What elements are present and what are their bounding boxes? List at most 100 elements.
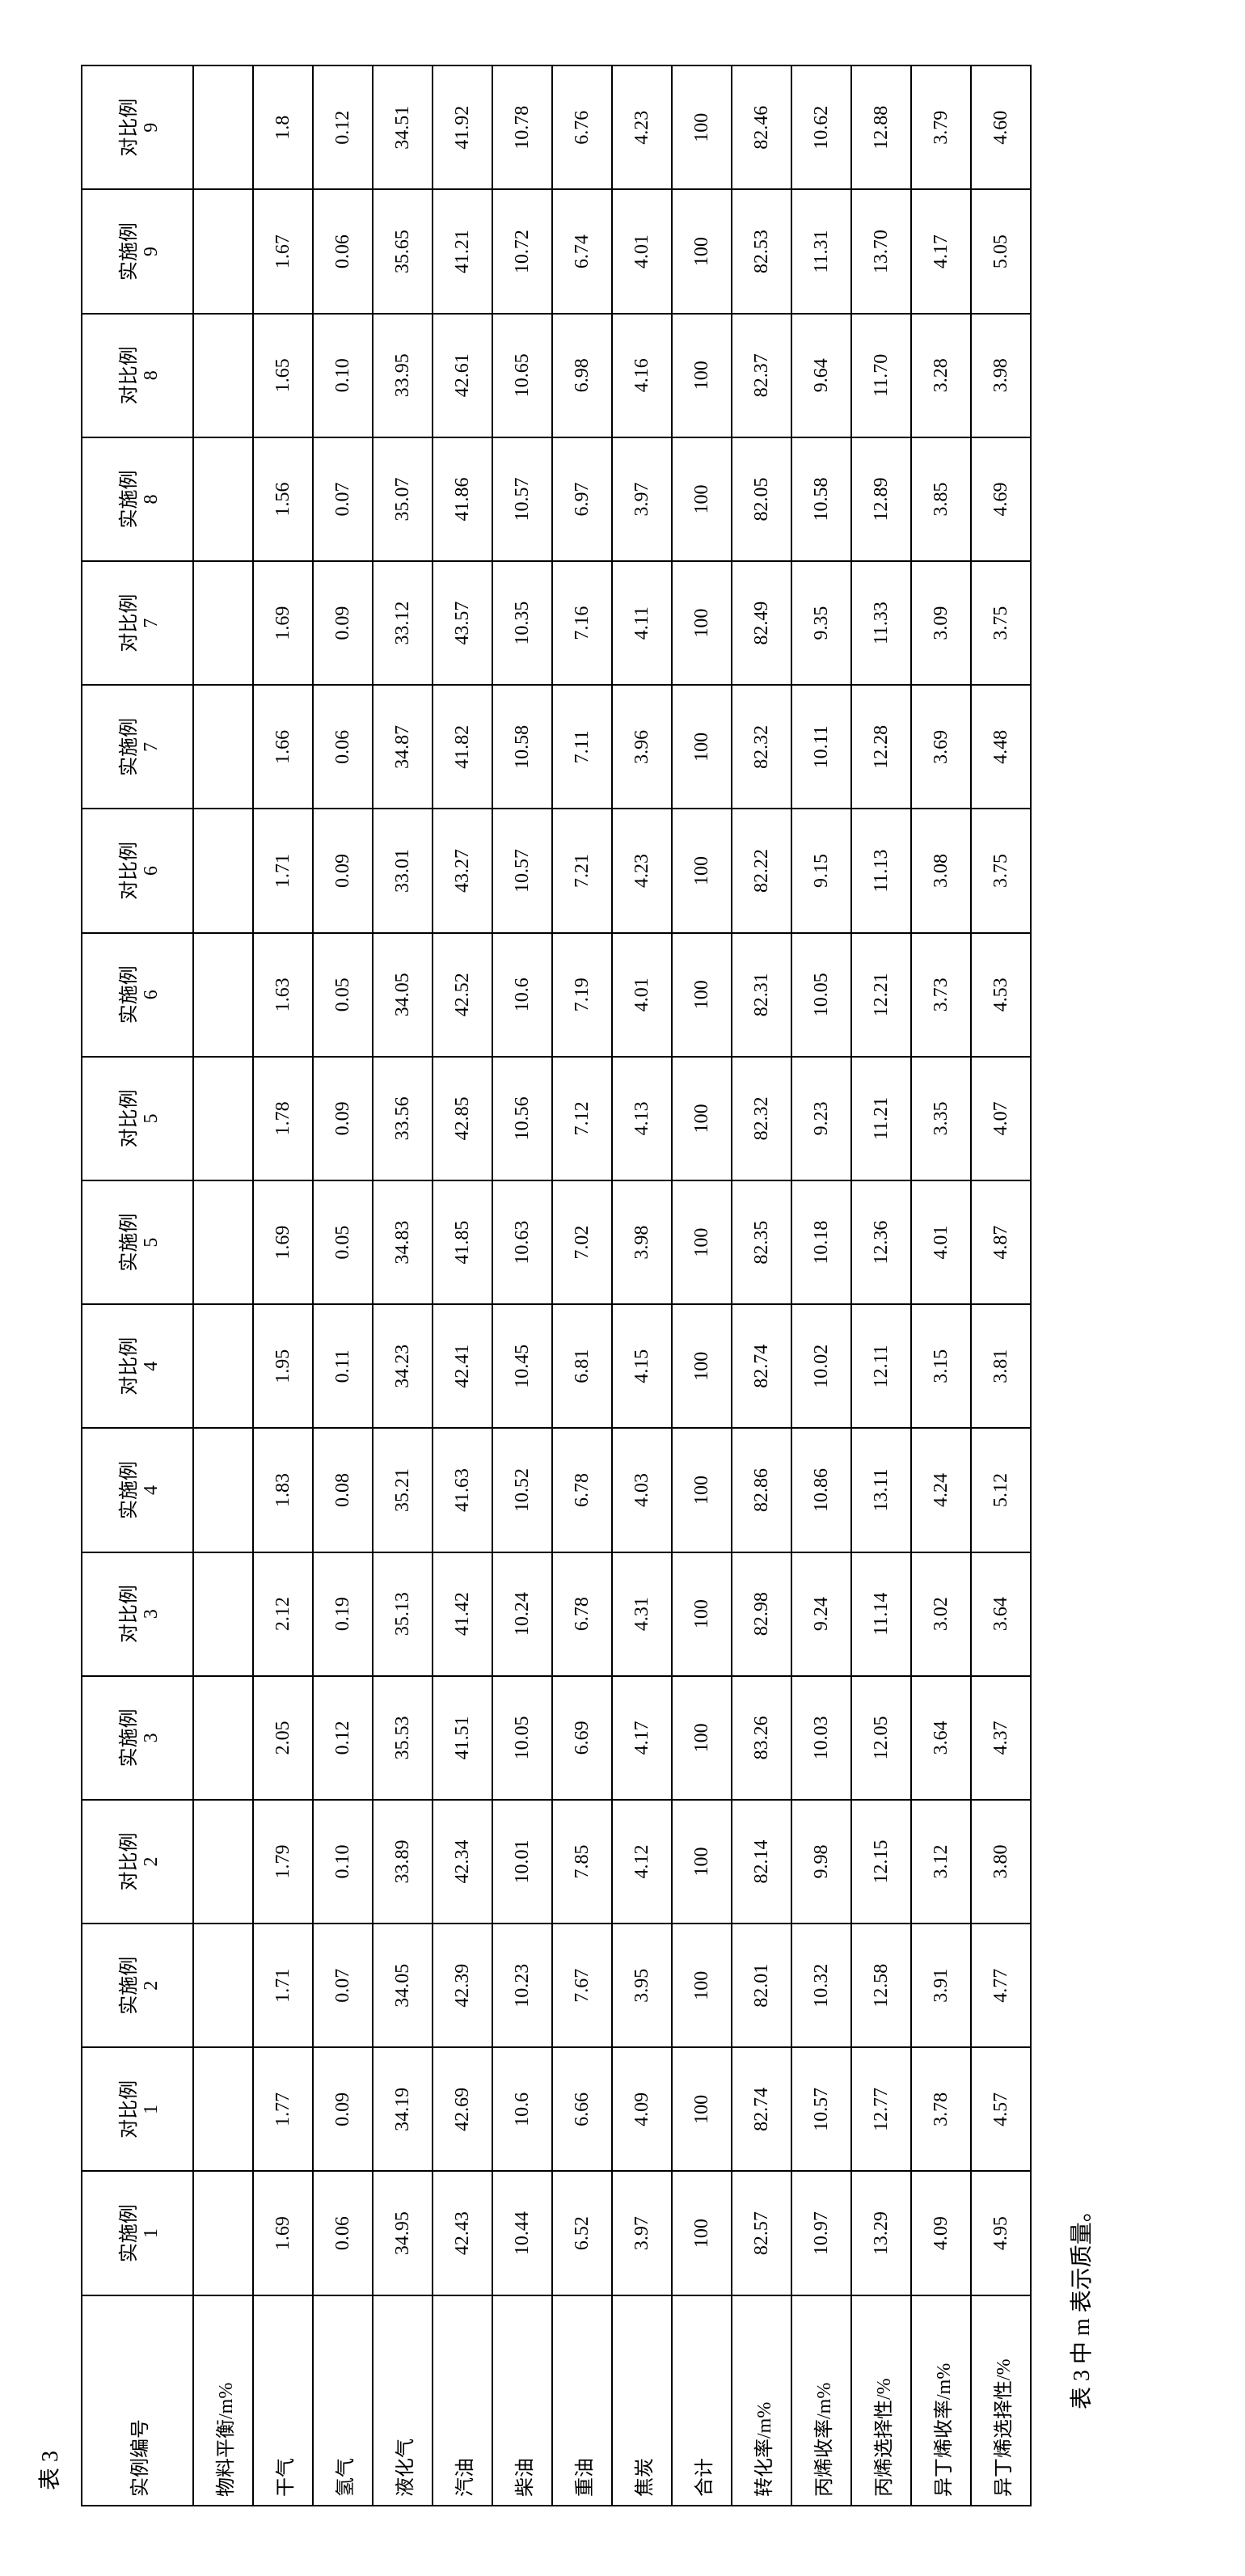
- data-cell: 42.39: [433, 1924, 492, 2047]
- data-cell: 1.69: [253, 561, 313, 685]
- data-cell: [193, 65, 253, 189]
- data-cell: 43.27: [433, 809, 492, 932]
- data-cell: 3.69: [911, 685, 971, 809]
- data-cell: 10.05: [791, 933, 851, 1057]
- data-cell: 12.77: [851, 2047, 911, 2171]
- data-cell: 10.11: [791, 685, 851, 809]
- data-cell: 82.74: [732, 2047, 791, 2171]
- data-cell: 3.75: [971, 809, 1031, 932]
- data-cell: [193, 1676, 253, 1800]
- data-cell: 3.79: [911, 65, 971, 189]
- data-cell: 1.63: [253, 933, 313, 1057]
- col-header-shi: 实施例4: [82, 1428, 193, 1552]
- data-cell: 10.05: [492, 1676, 552, 1800]
- data-cell: 34.23: [373, 1304, 433, 1428]
- data-cell: [193, 2171, 253, 2295]
- data-cell: 3.95: [612, 1924, 672, 2047]
- data-cell: 33.12: [373, 561, 433, 685]
- row-label: 异丁烯收率/m%: [911, 2295, 971, 2506]
- row-label: 汽油: [433, 2295, 492, 2506]
- data-cell: 12.05: [851, 1676, 911, 1800]
- col-header-shi: 实施例8: [82, 437, 193, 561]
- row-label: 异丁烯选择性/%: [971, 2295, 1031, 2506]
- data-cell: [193, 809, 253, 932]
- col-header-dui: 对比例9: [82, 65, 193, 189]
- data-cell: 4.53: [971, 933, 1031, 1057]
- data-cell: 4.17: [612, 1676, 672, 1800]
- data-cell: 100: [672, 65, 732, 189]
- data-cell: 0.10: [313, 1800, 373, 1924]
- data-cell: 3.64: [911, 1676, 971, 1800]
- data-cell: 35.21: [373, 1428, 433, 1552]
- data-cell: 82.46: [732, 65, 791, 189]
- data-cell: [193, 1428, 253, 1552]
- data-cell: 41.86: [433, 437, 492, 561]
- data-cell: 11.33: [851, 561, 911, 685]
- data-cell: 10.56: [492, 1057, 552, 1180]
- data-cell: 1.65: [253, 314, 313, 437]
- data-cell: 0.06: [313, 2171, 373, 2295]
- col-header-dui: 对比例1: [82, 2047, 193, 2171]
- data-cell: 0.09: [313, 2047, 373, 2171]
- data-cell: 11.14: [851, 1552, 911, 1676]
- col-header-shi: 实施例1: [82, 2171, 193, 2295]
- data-cell: 6.76: [552, 65, 612, 189]
- data-cell: 41.21: [433, 189, 492, 313]
- data-cell: 0.08: [313, 1428, 373, 1552]
- data-cell: 100: [672, 314, 732, 437]
- data-cell: 12.21: [851, 933, 911, 1057]
- data-cell: 9.15: [791, 809, 851, 932]
- data-cell: 10.45: [492, 1304, 552, 1428]
- data-cell: 5.05: [971, 189, 1031, 313]
- data-cell: 6.52: [552, 2171, 612, 2295]
- data-cell: [193, 1552, 253, 1676]
- data-cell: 82.31: [732, 933, 791, 1057]
- col-header-shi: 实施例3: [82, 1676, 193, 1800]
- data-cell: 6.69: [552, 1676, 612, 1800]
- data-cell: 9.23: [791, 1057, 851, 1180]
- data-cell: 42.69: [433, 2047, 492, 2171]
- data-cell: 10.52: [492, 1428, 552, 1552]
- data-cell: 82.32: [732, 1057, 791, 1180]
- row-label: 液化气: [373, 2295, 433, 2506]
- data-cell: 82.14: [732, 1800, 791, 1924]
- data-cell: 7.12: [552, 1057, 612, 1180]
- data-cell: [193, 1304, 253, 1428]
- data-cell: 41.42: [433, 1552, 492, 1676]
- data-cell: 0.06: [313, 189, 373, 313]
- data-cell: 35.07: [373, 437, 433, 561]
- data-cell: 0.05: [313, 1180, 373, 1304]
- data-cell: [193, 437, 253, 561]
- data-cell: 0.12: [313, 65, 373, 189]
- data-cell: 34.95: [373, 2171, 433, 2295]
- col-header-shi: 实施例5: [82, 1180, 193, 1304]
- data-cell: 1.67: [253, 189, 313, 313]
- data-cell: 11.13: [851, 809, 911, 932]
- data-cell: 82.35: [732, 1180, 791, 1304]
- data-cell: 6.97: [552, 437, 612, 561]
- data-cell: 10.63: [492, 1180, 552, 1304]
- data-cell: 10.02: [791, 1304, 851, 1428]
- data-cell: 10.44: [492, 2171, 552, 2295]
- data-cell: 10.57: [492, 437, 552, 561]
- data-cell: 34.05: [373, 1924, 433, 2047]
- data-cell: 6.78: [552, 1428, 612, 1552]
- data-cell: 1.78: [253, 1057, 313, 1180]
- data-cell: 13.29: [851, 2171, 911, 2295]
- data-cell: 34.19: [373, 2047, 433, 2171]
- data-cell: 0.09: [313, 1057, 373, 1180]
- data-cell: 82.86: [732, 1428, 791, 1552]
- data-cell: 100: [672, 1924, 732, 2047]
- data-cell: 9.24: [791, 1552, 851, 1676]
- row-label: 丙烯选择性/%: [851, 2295, 911, 2506]
- col-header-dui: 对比例2: [82, 1800, 193, 1924]
- data-cell: 100: [672, 809, 732, 932]
- data-cell: 10.97: [791, 2171, 851, 2295]
- data-cell: 4.24: [911, 1428, 971, 1552]
- data-cell: 0.12: [313, 1676, 373, 1800]
- data-cell: [193, 1057, 253, 1180]
- data-cell: 1.69: [253, 2171, 313, 2295]
- data-cell: 33.95: [373, 314, 433, 437]
- data-cell: 3.85: [911, 437, 971, 561]
- data-cell: 1.83: [253, 1428, 313, 1552]
